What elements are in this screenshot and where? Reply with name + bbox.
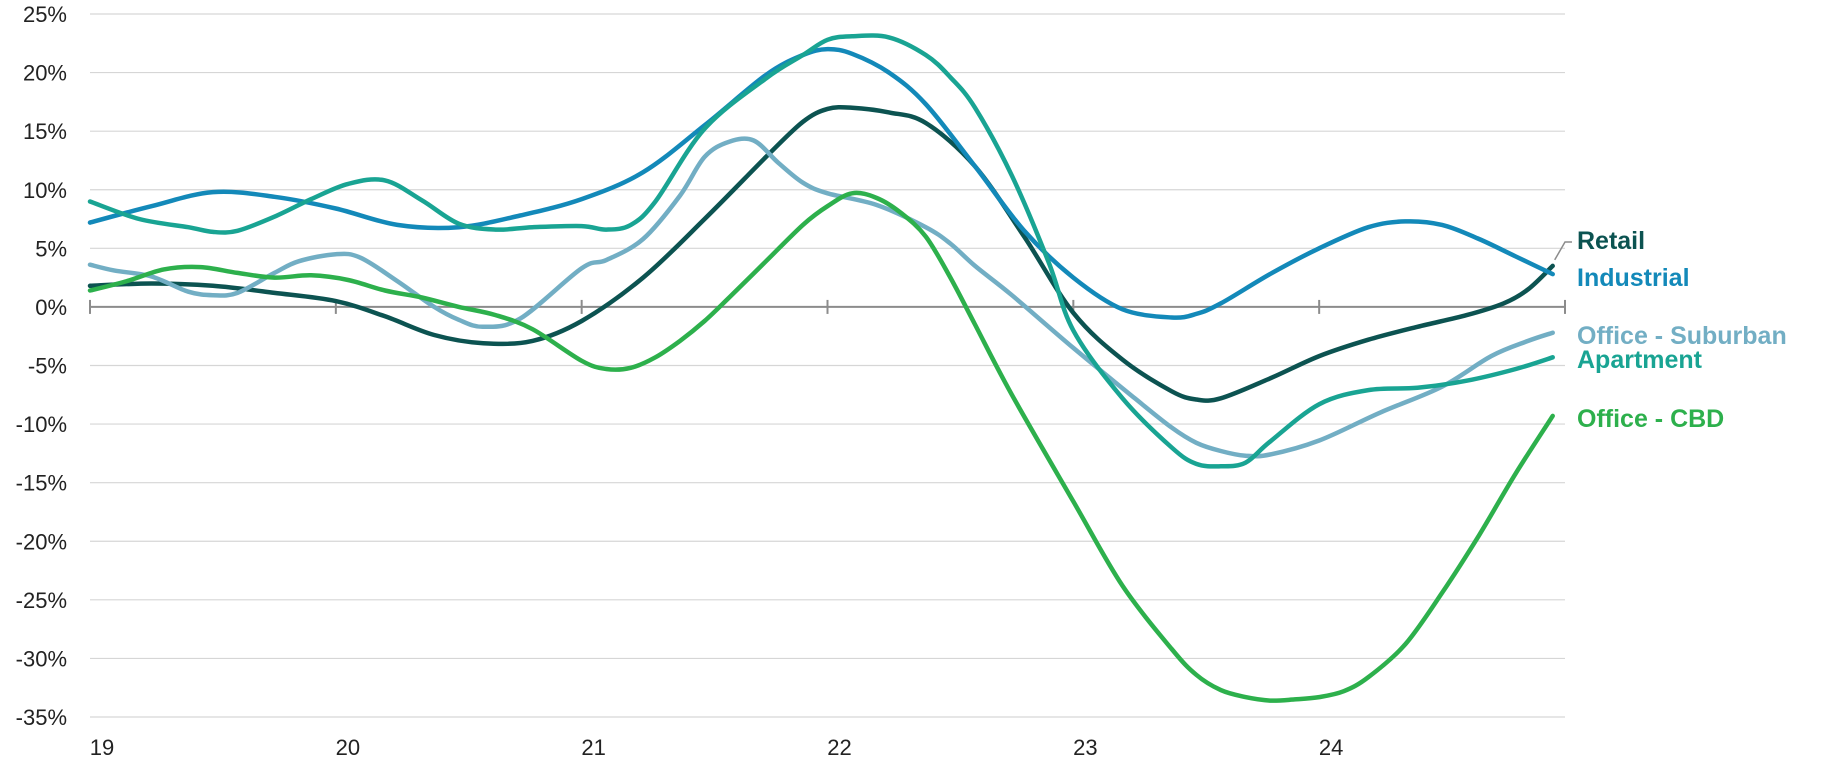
y-tick-label: 0% — [35, 295, 67, 320]
retail-leader-line — [1554, 241, 1572, 261]
y-tick-label: 25% — [23, 2, 67, 27]
y-tick-label: 10% — [23, 178, 67, 203]
y-tick-label: 15% — [23, 119, 67, 144]
y-tick-label: 20% — [23, 61, 67, 86]
series-line-office-suburban — [87, 136, 1555, 459]
series-label-retail: Retail — [1577, 227, 1645, 255]
x-tick-label: 21 — [581, 735, 605, 760]
series-label-apartment: Apartment — [1577, 346, 1703, 374]
series-line-retail — [87, 104, 1555, 403]
x-tick-label: 24 — [1319, 735, 1343, 760]
series-label-industrial: Industrial — [1577, 264, 1690, 292]
x-tick-label: 23 — [1073, 735, 1097, 760]
y-tick-label: -20% — [16, 529, 67, 554]
y-tick-label: -35% — [16, 705, 67, 730]
series-line-industrial — [87, 46, 1555, 320]
y-tick-label: -5% — [28, 354, 67, 379]
y-tick-label: 5% — [35, 236, 67, 261]
y-tick-label: -30% — [16, 646, 67, 671]
series-labels: Retail Industrial Office - SuburbanApartme… — [1554, 227, 1787, 433]
series-lines — [87, 33, 1555, 703]
x-axis — [89, 299, 1566, 314]
series-label-office-suburban: Office - Suburban — [1577, 322, 1787, 350]
series-line-apartment — [87, 33, 1555, 469]
y-tick-label: -25% — [16, 588, 67, 613]
series-line-office-cbd — [87, 190, 1555, 703]
x-tick-label: 20 — [336, 735, 360, 760]
y-tick-label: -15% — [16, 471, 67, 496]
x-tick-label: 19 — [90, 735, 114, 760]
gridlines — [90, 13, 1565, 718]
y-axis-tick-labels: 25% 20% 15% 10% 5% 0% -5% -10% -15% -20% -25% -30% -… — [16, 2, 67, 730]
y-tick-label: -10% — [16, 412, 67, 437]
x-tick-label: 22 — [827, 735, 851, 760]
series-label-office-cbd: Office - CBD — [1577, 405, 1724, 433]
x-axis-tick-labels: 19 20 21 22 23 24 — [90, 735, 1344, 760]
